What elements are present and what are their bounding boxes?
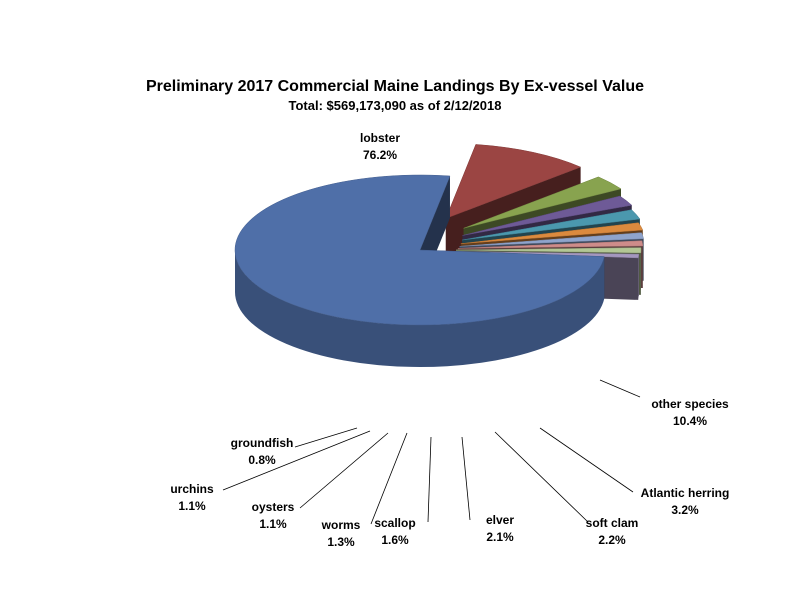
leader-line-scallop bbox=[427, 436, 432, 523]
slice-value-oysters: 1.1% bbox=[259, 517, 287, 531]
slice-name-urchins: urchins bbox=[170, 482, 214, 496]
slice-name-worms: worms bbox=[321, 518, 361, 532]
slice-value-urchins: 1.1% bbox=[178, 499, 206, 513]
leader-line-urchins bbox=[222, 430, 371, 491]
slice-rim bbox=[638, 254, 639, 300]
chart-title: Preliminary 2017 Commercial Maine Landin… bbox=[146, 78, 644, 95]
slice-top bbox=[463, 176, 622, 229]
slice-value-lobster: 76.2% bbox=[363, 148, 397, 162]
slice-value-soft-clam: 2.2% bbox=[598, 533, 626, 547]
slice-top bbox=[445, 144, 582, 219]
chart-subtitle: Total: $569,173,090 as of 2/12/2018 bbox=[289, 98, 502, 113]
slice-top bbox=[455, 247, 642, 254]
leader-line-oysters bbox=[299, 432, 389, 509]
slice-value-scallop: 1.6% bbox=[381, 533, 409, 547]
slice-name-oysters: oysters bbox=[252, 500, 295, 514]
slice-top bbox=[462, 195, 633, 236]
slice-value-atlantic-herring: 3.2% bbox=[671, 503, 699, 517]
slice-top bbox=[459, 232, 644, 247]
slice-top bbox=[460, 222, 644, 244]
slice-name-elver: elver bbox=[486, 513, 514, 527]
leader-line-worms bbox=[370, 432, 408, 525]
slice-lobster bbox=[234, 174, 605, 367]
slice-name-groundfish: groundfish bbox=[231, 436, 294, 450]
leader-line-atlantic-herring bbox=[539, 427, 634, 493]
slice-name-lobster: lobster bbox=[360, 131, 400, 145]
leader-line-groundfish bbox=[294, 427, 358, 448]
pie-slices bbox=[234, 144, 644, 367]
leader-line-soft-clam bbox=[494, 431, 589, 523]
leader-line-other-species bbox=[599, 379, 641, 398]
slice-value-groundfish: 0.8% bbox=[248, 453, 276, 467]
slice-top bbox=[457, 240, 644, 249]
slice-labels: lobster 76.2% other species 10.4% Atlantic h… bbox=[170, 131, 729, 549]
slice-name-other-species: other species bbox=[651, 397, 729, 411]
slice-value-worms: 1.3% bbox=[327, 535, 355, 549]
slice-name-soft-clam: soft clam bbox=[586, 516, 639, 530]
slice-rim bbox=[235, 250, 605, 367]
slice-top bbox=[234, 174, 605, 326]
slice-name-scallop: scallop bbox=[374, 516, 415, 530]
slice-name-atlantic-herring: Atlantic herring bbox=[641, 486, 730, 500]
slice-value-elver: 2.1% bbox=[486, 530, 514, 544]
slice-value-other-species: 10.4% bbox=[673, 414, 707, 428]
slice-top bbox=[462, 209, 641, 241]
leader-line-elver bbox=[461, 436, 471, 521]
